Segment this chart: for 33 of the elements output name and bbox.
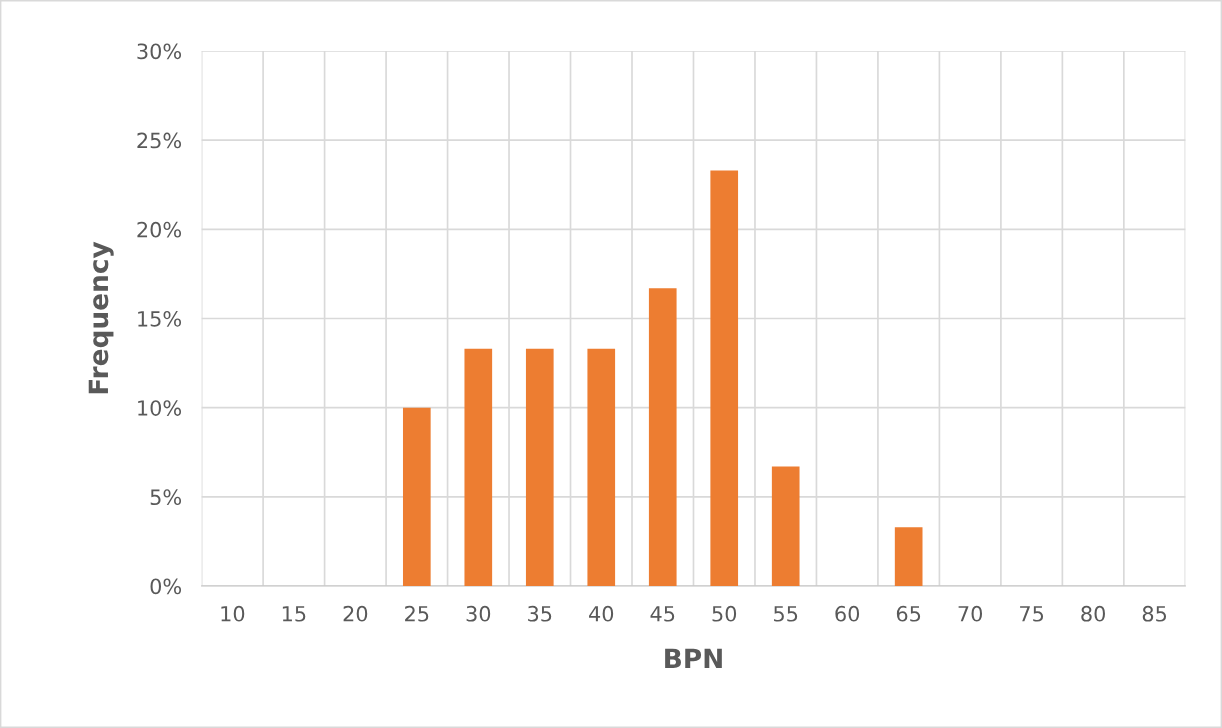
bar xyxy=(648,288,677,587)
y-tick-label: 15% xyxy=(138,310,182,327)
y-tick-label: 30% xyxy=(137,43,182,60)
x-tick-label: 25 xyxy=(405,605,429,622)
x-tick-label: 45 xyxy=(650,606,675,622)
x-tick-label: 30 xyxy=(466,605,491,622)
bar xyxy=(587,348,616,587)
x-tick-label: 55 xyxy=(774,606,798,622)
bar xyxy=(710,170,739,587)
x-tick-label: 40 xyxy=(589,605,614,622)
bar xyxy=(771,466,800,587)
y-tick-label: 10% xyxy=(138,400,182,416)
y-tick-label: 25% xyxy=(137,132,182,149)
x-tick-label: 35 xyxy=(528,605,552,622)
x-tick-label: 20 xyxy=(343,605,368,622)
bar xyxy=(894,527,923,587)
x-tick-label: 80 xyxy=(1081,605,1105,622)
y-tick-label: 0% xyxy=(150,578,182,595)
x-tick-label: 85 xyxy=(1142,605,1167,622)
x-tick-label: 10 xyxy=(221,605,245,622)
x-axis-title: BPN xyxy=(665,648,722,668)
x-tick-label: 50 xyxy=(712,605,737,622)
x-tick-label: 70 xyxy=(958,605,983,622)
bar xyxy=(525,348,554,587)
y-axis-title: Frequency xyxy=(88,241,114,394)
y-tick-label: 5% xyxy=(150,489,182,506)
y-tick-label: 20% xyxy=(137,221,182,238)
bar xyxy=(464,348,493,587)
x-tick-label: 60 xyxy=(835,605,860,622)
x-tick-label: 65 xyxy=(896,605,921,622)
x-tick-label: 15 xyxy=(282,606,306,622)
x-tick-label: 75 xyxy=(1020,606,1044,622)
bar xyxy=(402,407,431,587)
